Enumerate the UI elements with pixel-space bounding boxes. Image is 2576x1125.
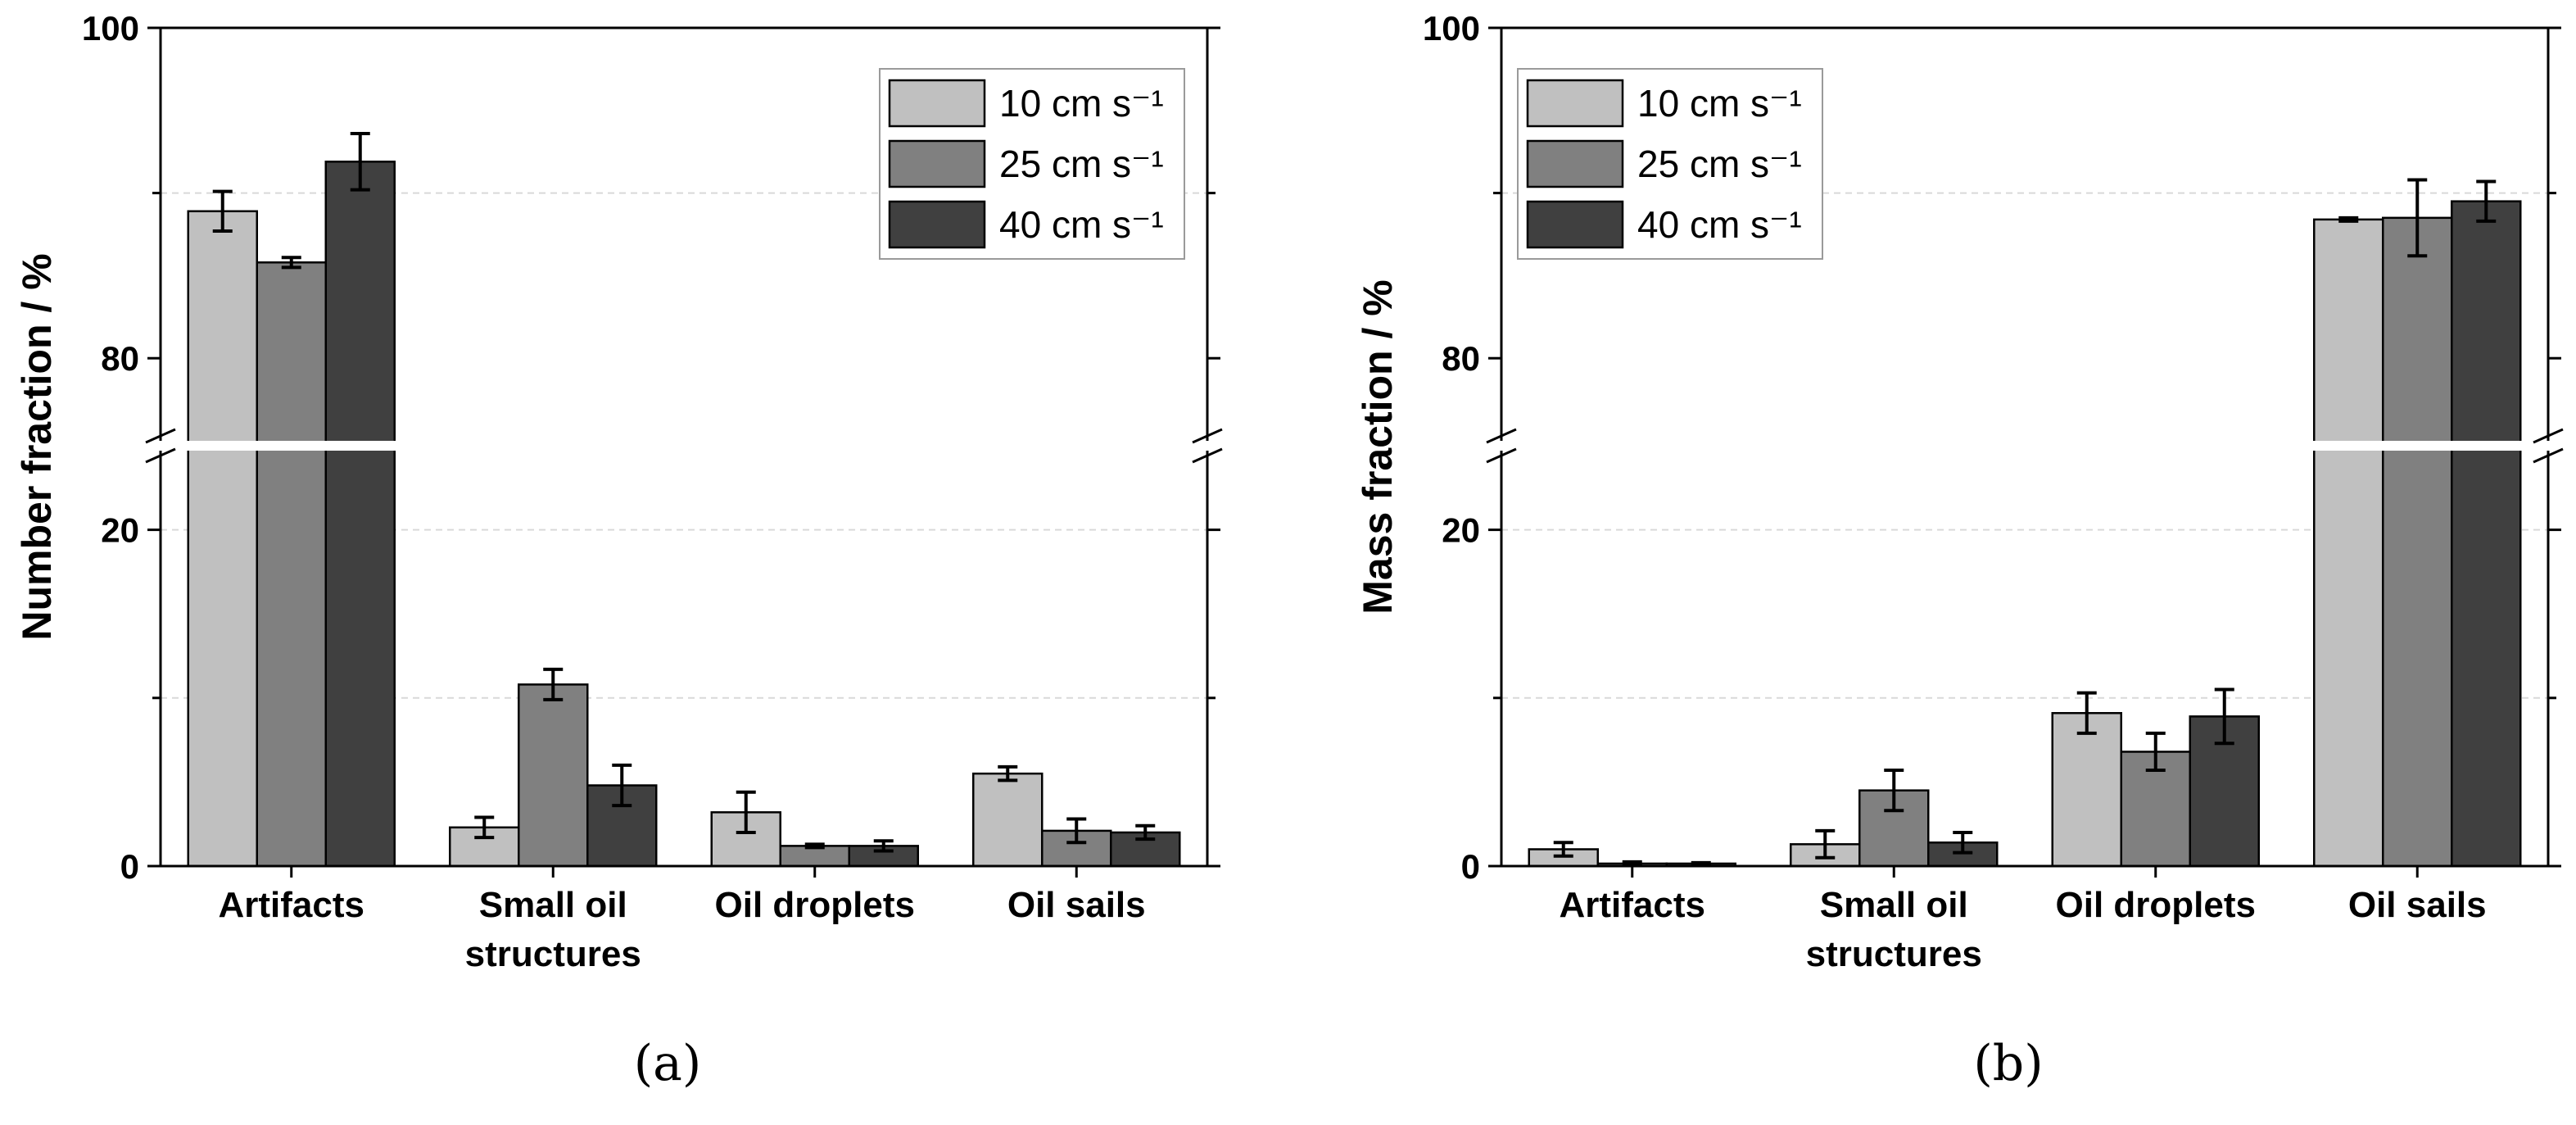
y-tick-label: 80 xyxy=(1442,339,1480,378)
x-tick-label-line: Artifacts xyxy=(1560,885,1706,925)
x-tick-label-line: Small oil xyxy=(1820,885,1968,925)
x-tick-label-line: Oil sails xyxy=(2348,885,2487,925)
y-tick-label: 100 xyxy=(1423,9,1480,48)
legend-swatch xyxy=(888,200,986,249)
x-tick-label-line: structures xyxy=(465,934,641,974)
x-tick-label-line: Oil sails xyxy=(1007,885,1146,925)
bar xyxy=(2051,712,2122,868)
legend-swatch xyxy=(1526,200,1624,249)
legend-label: 10 cm s⁻¹ xyxy=(1637,82,1802,125)
panel-label: (a) xyxy=(634,1035,702,1092)
x-tick-label: Oil sails xyxy=(1007,885,1146,925)
x-tick-label: Oil droplets xyxy=(2056,885,2256,925)
legend-label: 10 cm s⁻¹ xyxy=(999,82,1164,125)
axis-break-mark xyxy=(145,428,176,444)
y-tick-label: 80 xyxy=(101,339,139,378)
legend-label: 25 cm s⁻¹ xyxy=(1637,143,1802,185)
legend-swatch xyxy=(888,139,986,188)
x-tick-label-line: Oil droplets xyxy=(2056,885,2256,925)
legend: 10 cm s⁻¹ 25 cm s⁻¹ 40 cm s⁻¹ xyxy=(879,68,1185,260)
x-tick-label: Small oil structures xyxy=(1806,885,1982,974)
x-tick-label: Artifacts xyxy=(1560,885,1706,925)
panel-a: 100 80 20 0 Artifacts Small oil structures Oil … xyxy=(14,9,1232,1092)
legend-swatch xyxy=(888,79,986,128)
legend-swatch xyxy=(1526,79,1624,128)
axis-break-mark xyxy=(1486,447,1517,464)
axis-break-mark xyxy=(2533,428,2564,444)
x-tick-label: Oil sails xyxy=(2348,885,2487,925)
axis-break-mark xyxy=(1192,447,1223,464)
x-tick-label: Artifacts xyxy=(219,885,365,925)
legend-label: 40 cm s⁻¹ xyxy=(1637,203,1802,246)
y-tick-label: 0 xyxy=(120,847,139,886)
legend-label: 40 cm s⁻¹ xyxy=(999,203,1164,246)
y-axis-title: Number fraction / % xyxy=(14,253,60,640)
x-tick-label-line: Artifacts xyxy=(219,885,365,925)
bar xyxy=(256,261,327,868)
y-tick-label: 0 xyxy=(1461,847,1480,886)
y-tick-label: 20 xyxy=(1442,511,1480,550)
axis-break-mark xyxy=(2533,447,2564,464)
x-tick-label: Small oil structures xyxy=(465,885,641,974)
bar xyxy=(324,161,396,868)
legend-swatch xyxy=(1526,139,1624,188)
axis-break-gap xyxy=(136,441,1232,451)
axis-break-mark xyxy=(1192,428,1223,444)
y-tick-label: 20 xyxy=(101,511,139,550)
x-tick-label-line: Small oil xyxy=(479,885,627,925)
axis-break-gap xyxy=(1477,441,2573,451)
bar xyxy=(2382,216,2453,868)
bar xyxy=(2313,218,2384,868)
panel-label: (b) xyxy=(1973,1035,2043,1092)
axis-break-mark xyxy=(145,447,176,464)
panel-b: 100 80 20 0 Artifacts Small oil structures Oil … xyxy=(1355,9,2573,1092)
x-tick-label: Oil droplets xyxy=(715,885,915,925)
y-tick-label: 100 xyxy=(82,9,139,48)
x-tick-label-line: Oil droplets xyxy=(715,885,915,925)
legend: 10 cm s⁻¹ 25 cm s⁻¹ 40 cm s⁻¹ xyxy=(1517,68,1823,260)
bar xyxy=(2451,200,2522,868)
y-axis-title: Mass fraction / % xyxy=(1355,279,1401,614)
bar xyxy=(187,210,258,868)
legend-label: 25 cm s⁻¹ xyxy=(999,143,1164,185)
bar xyxy=(972,772,1044,868)
bar xyxy=(518,683,589,868)
axis-break-mark xyxy=(1486,428,1517,444)
x-tick-label-line: structures xyxy=(1806,934,1982,974)
